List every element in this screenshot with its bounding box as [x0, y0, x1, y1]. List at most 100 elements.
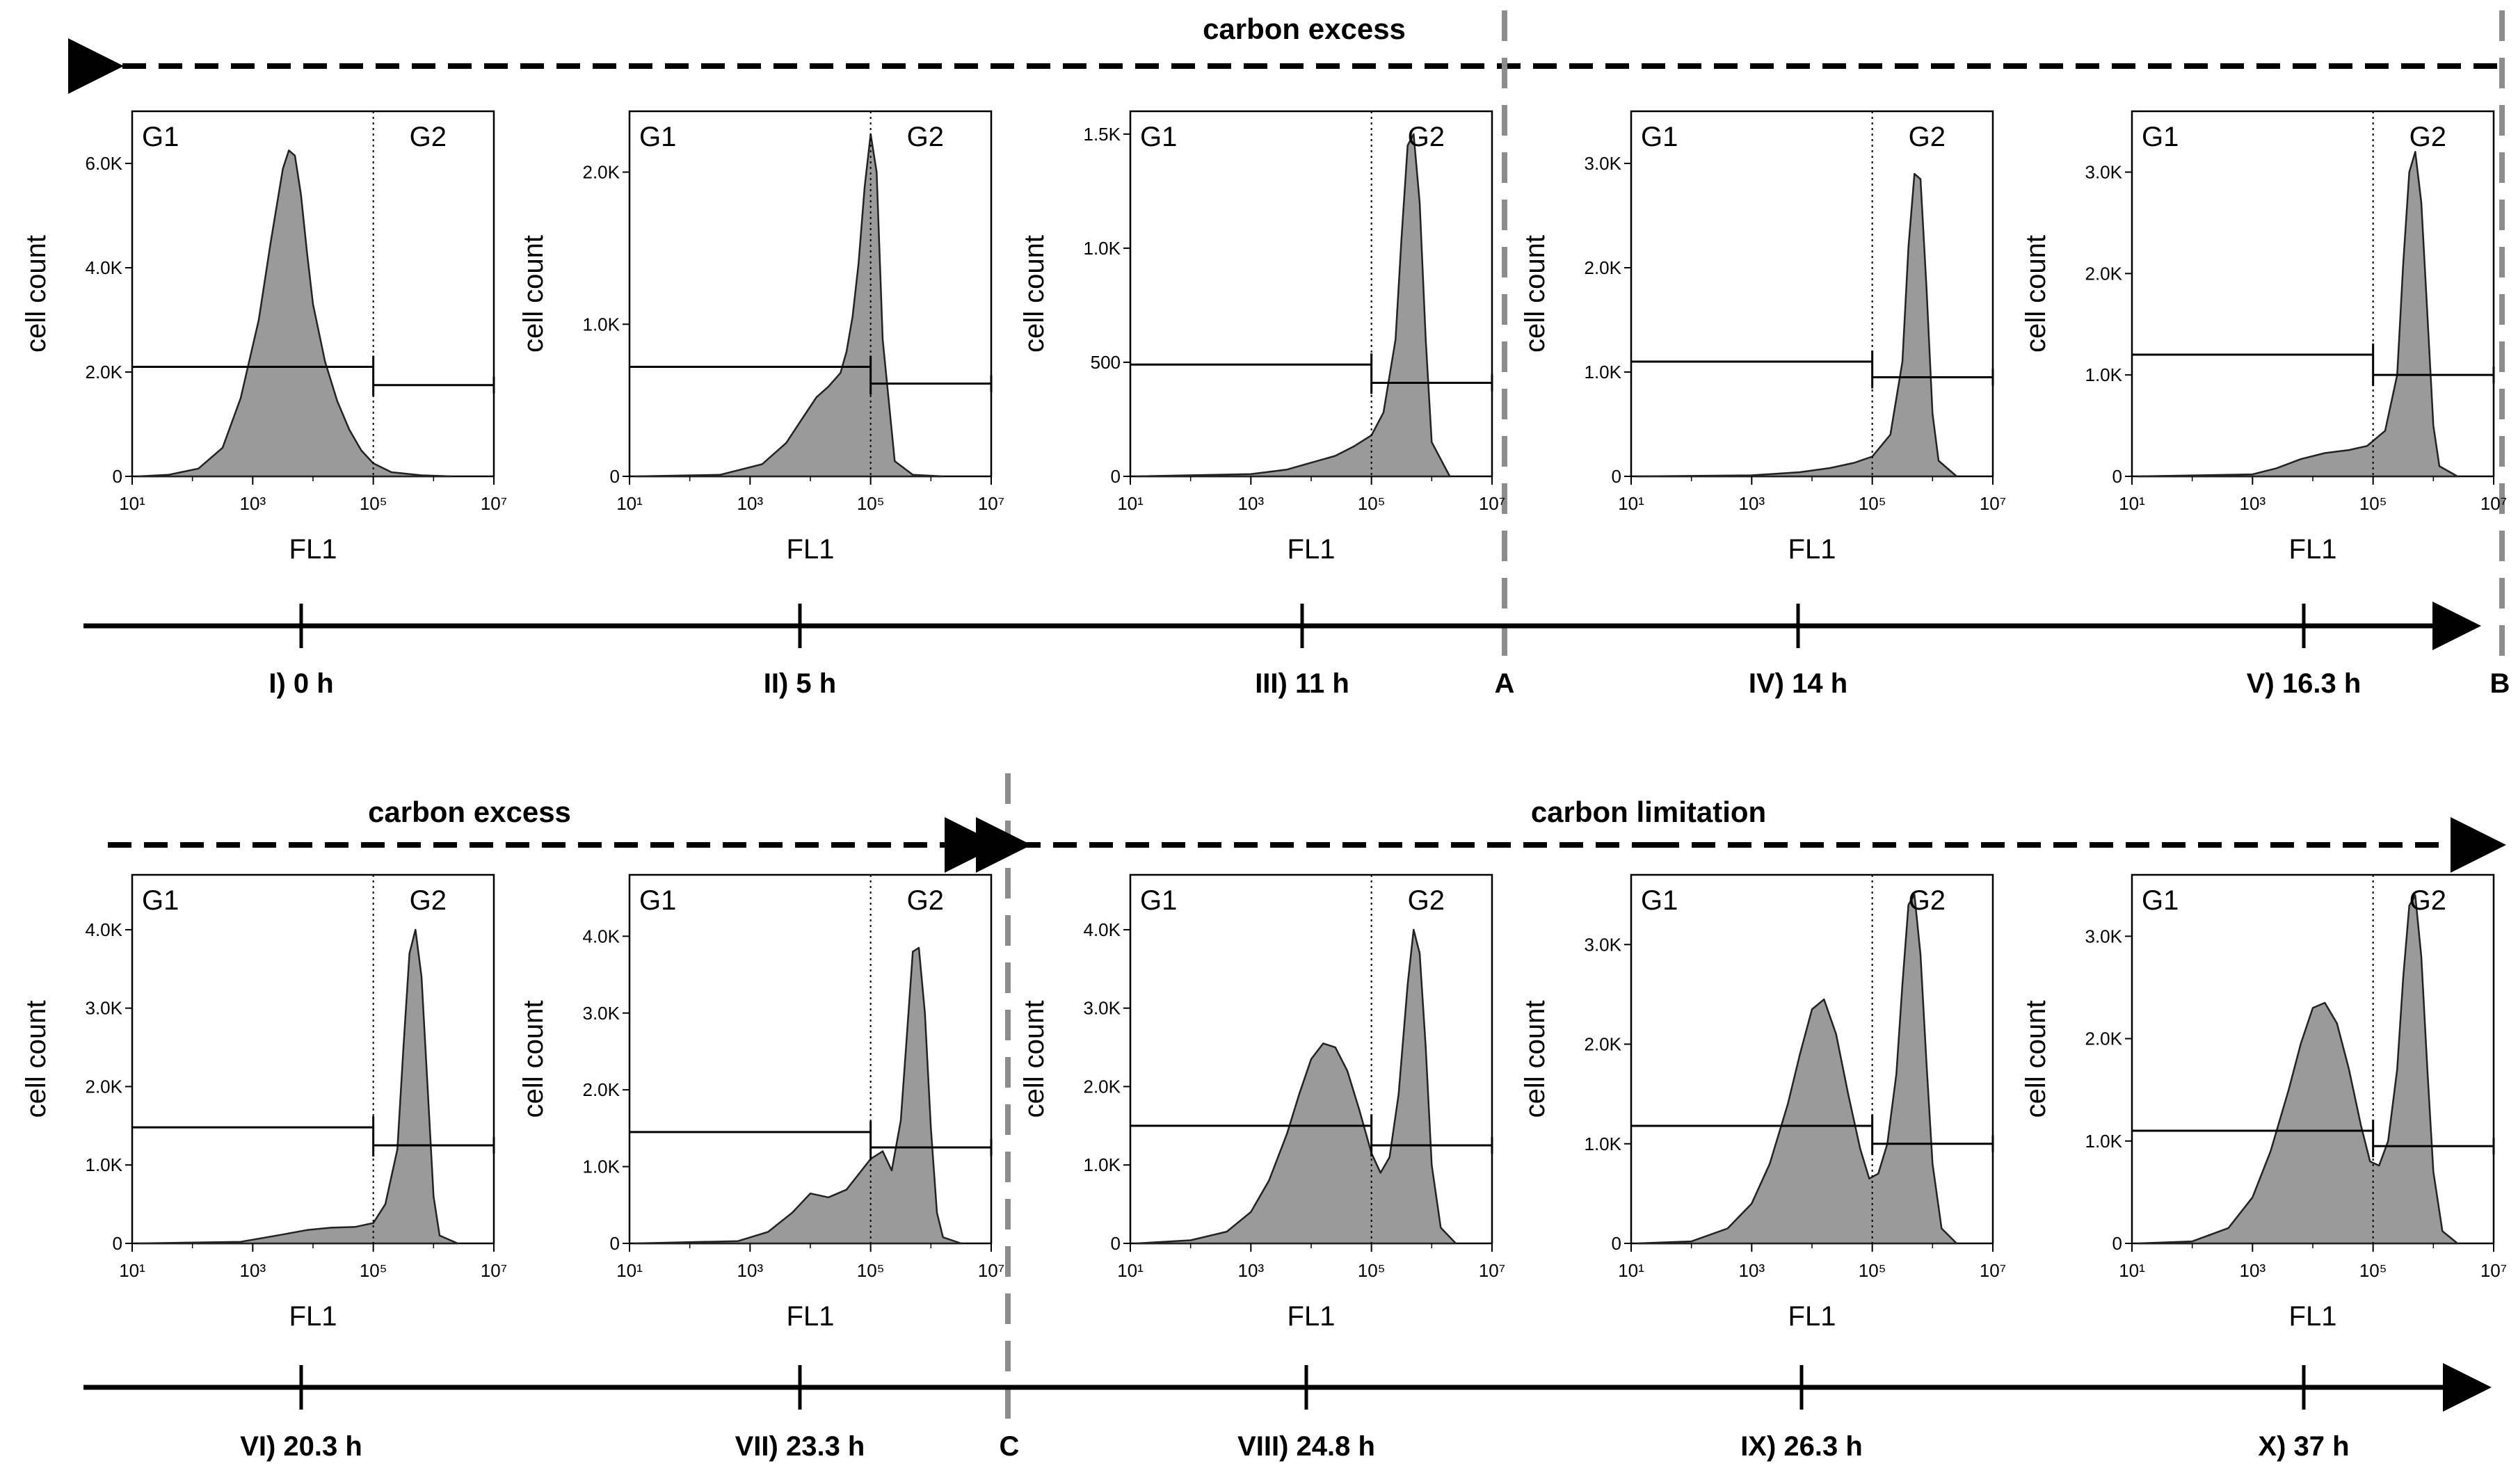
x-tick-label: 10¹ [119, 493, 145, 514]
y-tick-label: 2.0K [1084, 1076, 1121, 1097]
x-tick-label: 10¹ [1117, 493, 1144, 514]
x-tick-label: 10³ [1739, 493, 1765, 514]
y-tick-label: 3.0K [583, 1003, 620, 1024]
histogram-area [1636, 172, 1958, 478]
y-tick-label: 500 [1091, 352, 1121, 373]
gate-label-g2: G2 [1909, 885, 1946, 916]
histogram-panel: G1 G2 10¹ 10³ 10⁵ 10⁷ 0 1.0K 2.0K 3.0K FL1 cell cou… [1520, 873, 2006, 1332]
gate-label-g1: G1 [2142, 885, 2179, 916]
plot-frame [1630, 110, 1994, 478]
x-tick-label: 10⁷ [978, 1260, 1004, 1281]
x-axis-label: FL1 [787, 534, 835, 565]
x-axis-label: FL1 [289, 534, 337, 565]
y-tick-label: 2.0K [1585, 257, 1622, 278]
x-axis-label: FL1 [1288, 534, 1336, 565]
timepoint-label: IX) 26.3 h [1740, 1431, 1863, 1462]
timepoint-label: III) 11 h [1255, 668, 1349, 699]
histogram-panel: G1 G2 10¹ 10³ 10⁵ 10⁷ 0 1.0K 2.0K FL1 cell count [518, 110, 1004, 565]
x-tick-label: 10¹ [2119, 493, 2145, 514]
histogram-area [1135, 133, 1451, 478]
x-tick-label: 10³ [737, 1260, 764, 1281]
gate-label-g1: G1 [2142, 122, 2179, 152]
x-axis-label: FL1 [1788, 534, 1836, 565]
timepoint-label: VIII) 24.8 h [1237, 1431, 1375, 1462]
histogram-panel: G1 G2 10¹ 10³ 10⁵ 10⁷ 0 1.0K 2.0K 3.0K 4.0K FL1 cell… [1019, 873, 1505, 1332]
timepoint-label: VII) 23.3 h [735, 1431, 865, 1462]
x-tick-label: 10⁷ [2480, 1260, 2507, 1281]
x-tick-label: 10⁷ [1980, 1260, 2006, 1281]
y-axis-label: cell count [1520, 1001, 1550, 1118]
x-tick-label: 10³ [1238, 1260, 1265, 1281]
y-tick-label: 4.0K [583, 926, 620, 946]
histogram-panel: G1 G2 10¹ 10³ 10⁵ 10⁷ 0 1.0K 2.0K 3.0K 4.0K FL1 cell… [518, 873, 1004, 1332]
y-tick-label: 2.0K [86, 1076, 123, 1097]
x-tick-label: 10⁷ [2480, 493, 2507, 514]
histogram-area [2137, 151, 2459, 478]
y-tick-label: 1.0K [86, 1154, 123, 1175]
histogram-area [137, 928, 459, 1245]
x-tick-label: 10³ [1739, 1260, 1765, 1281]
x-axis-label: FL1 [1288, 1301, 1336, 1332]
x-axis-label: FL1 [1788, 1301, 1836, 1332]
gate-label-g1: G1 [639, 122, 676, 152]
histogram-area [634, 133, 944, 478]
histogram-panel: G1 G2 10¹ 10³ 10⁵ 10⁷ 0 2.0K 4.0K 6.0K FL1 cell cou… [21, 110, 507, 565]
x-tick-label: 10⁵ [360, 493, 387, 514]
x-tick-label: 10³ [240, 1260, 266, 1281]
y-axis-label: cell count [2021, 1001, 2051, 1118]
y-tick-label: 1.0K [1585, 362, 1622, 382]
x-tick-label: 10³ [2240, 493, 2266, 514]
gate-label-g1: G1 [1140, 885, 1177, 916]
y-tick-label: 0 [113, 466, 122, 487]
y-tick-label: 4.0K [86, 919, 123, 940]
y-tick-label: 3.0K [86, 998, 123, 1019]
gate-label-g1: G1 [142, 885, 179, 916]
x-tick-label: 10⁷ [1980, 493, 2006, 514]
gate-label-g1: G1 [1641, 122, 1678, 152]
y-axis-label: cell count [518, 1001, 549, 1118]
y-tick-label: 0 [1612, 466, 1621, 487]
y-tick-label: 2.0K [1585, 1034, 1622, 1055]
x-axis-label: FL1 [787, 1301, 835, 1332]
gate-label-g2: G2 [2409, 122, 2446, 152]
x-tick-label: 10⁵ [1358, 1260, 1386, 1281]
timepoint-label: II) 5 h [764, 668, 836, 699]
bottom-excess-label: carbon excess [368, 796, 571, 828]
y-tick-label: 1.0K [2085, 364, 2123, 385]
y-tick-label: 0 [1111, 466, 1121, 487]
gate-label-g2: G2 [1408, 122, 1445, 152]
y-tick-label: 2.0K [2085, 1029, 2123, 1049]
plot-frame [628, 873, 993, 1245]
x-tick-label: 10³ [1238, 493, 1265, 514]
x-tick-label: 10³ [240, 493, 266, 514]
y-tick-label: 0 [113, 1233, 122, 1254]
y-tick-label: 1.0K [1585, 1134, 1622, 1154]
timepoint-label: X) 37 h [2258, 1431, 2349, 1462]
y-tick-label: 0 [1111, 1233, 1121, 1254]
y-tick-label: 0 [2112, 466, 2122, 487]
histogram-area [1135, 928, 1457, 1245]
timepoint-label: V) 16.3 h [2247, 668, 2361, 699]
x-tick-label: 10⁵ [857, 493, 885, 514]
x-tick-label: 10⁵ [2359, 493, 2387, 514]
x-tick-label: 10¹ [2119, 1260, 2145, 1281]
y-axis-label: cell count [518, 235, 549, 353]
plot-frame [1129, 110, 1493, 478]
gate-label-g2: G2 [907, 122, 944, 152]
x-axis-label: FL1 [2289, 534, 2337, 565]
y-tick-label: 3.0K [1585, 153, 1622, 174]
x-tick-label: 10³ [737, 493, 764, 514]
x-tick-label: 10⁷ [481, 1260, 507, 1281]
y-axis-label: cell count [1019, 1001, 1050, 1118]
histogram-panel: G1 G2 10¹ 10³ 10⁵ 10⁷ 0 1.0K 2.0K 3.0K FL1 cell cou… [2021, 110, 2507, 565]
y-axis-label: cell count [1019, 235, 1050, 353]
y-tick-label: 3.0K [1084, 998, 1121, 1019]
y-axis-label: cell count [2021, 235, 2051, 353]
gate-label-g1: G1 [639, 885, 676, 916]
y-tick-label: 3.0K [2085, 162, 2123, 183]
histogram-panel: G1 G2 10¹ 10³ 10⁵ 10⁷ 0 500 1.0K 1.5K FL1 cell coun… [1019, 110, 1505, 565]
histogram-panels: G1 G2 10¹ 10³ 10⁵ 10⁷ 0 2.0K 4.0K 6.0K FL1 cell cou… [21, 110, 2507, 1332]
x-tick-label: 10⁵ [1859, 493, 1886, 514]
y-tick-label: 1.0K [2085, 1131, 2123, 1152]
y-tick-label: 4.0K [1084, 919, 1121, 940]
